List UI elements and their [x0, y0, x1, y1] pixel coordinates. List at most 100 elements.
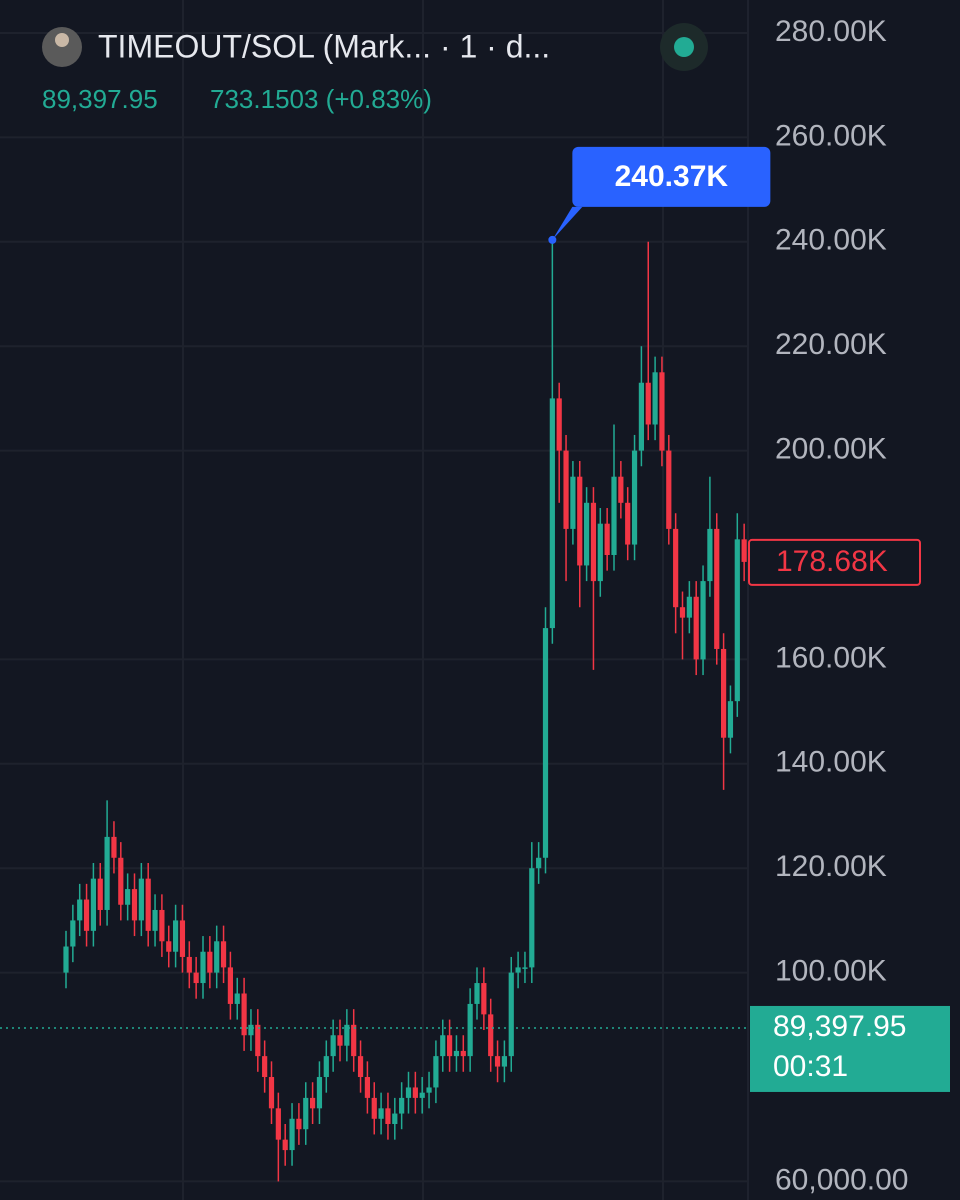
- candle-body: [714, 528, 720, 649]
- candle-body: [83, 899, 90, 931]
- candle-body: [405, 1087, 412, 1098]
- candle-body: [186, 956, 192, 973]
- y-tick-label: 200.00K: [775, 433, 887, 466]
- candle-body: [159, 909, 165, 942]
- candle-body: [727, 701, 734, 738]
- candle-body: [241, 993, 247, 1036]
- candle-body: [686, 596, 692, 618]
- candle-body: [152, 909, 158, 931]
- candle-body: [542, 628, 549, 858]
- candle-body: [282, 1139, 288, 1151]
- candle-body: [104, 836, 110, 910]
- candle-body: [666, 450, 672, 529]
- candle-body: [508, 972, 514, 1057]
- candle-body: [611, 476, 617, 556]
- y-tick-label: 60,000.00: [775, 1163, 908, 1196]
- high-marker-callout: [552, 206, 583, 240]
- candle-body: [467, 1003, 473, 1057]
- candle-body: [63, 946, 69, 973]
- candle-body: [97, 878, 103, 910]
- candle-body: [207, 951, 213, 973]
- candle-body: [214, 941, 220, 973]
- candle-body: [440, 1035, 446, 1057]
- candle-body: [227, 967, 233, 1004]
- candle-body: [501, 1056, 507, 1067]
- candle-body: [399, 1097, 405, 1114]
- candle-body: [296, 1118, 302, 1130]
- candle-body: [303, 1097, 309, 1130]
- candle-body: [357, 1056, 364, 1078]
- current-price-label: 89,397.95: [773, 1010, 906, 1043]
- candle-body: [515, 967, 521, 973]
- candle-body: [597, 523, 603, 582]
- candle-body: [652, 372, 658, 425]
- header-price: 89,397.95: [42, 84, 158, 114]
- candle-body: [385, 1108, 391, 1124]
- candle-body: [145, 878, 151, 931]
- avatar-face: [55, 33, 69, 47]
- candle-body: [673, 528, 679, 608]
- candle-body: [638, 382, 644, 451]
- candle-body: [138, 878, 144, 921]
- candle-body: [522, 967, 528, 969]
- candle-body: [590, 502, 597, 582]
- candle-body: [625, 502, 631, 545]
- candle-body: [693, 596, 699, 660]
- y-tick-label: 100.00K: [775, 955, 887, 988]
- candle-body: [344, 1024, 350, 1046]
- candle-body: [166, 941, 172, 952]
- candle-body: [529, 868, 535, 968]
- y-tick-label: 120.00K: [775, 850, 887, 883]
- candle-body: [111, 836, 117, 858]
- candle-body: [392, 1113, 398, 1124]
- candle-body: [323, 1056, 329, 1078]
- current-price-box: [750, 1005, 950, 1092]
- candle-body: [488, 1014, 494, 1057]
- header-change: 733.1503 (+0.83%): [210, 84, 432, 114]
- candle-body: [364, 1077, 370, 1098]
- candle-body: [248, 1024, 254, 1036]
- candle-body: [494, 1056, 501, 1067]
- candle-body: [563, 450, 569, 529]
- candle-body: [700, 581, 706, 660]
- candle-body: [70, 920, 76, 947]
- candle-body: [474, 983, 480, 1004]
- candle-body: [310, 1097, 316, 1109]
- y-tick-label: 220.00K: [775, 328, 887, 361]
- candle-body: [721, 648, 727, 738]
- candle-body: [200, 951, 206, 984]
- last-price-box: [748, 538, 921, 586]
- candle-body: [536, 857, 542, 869]
- candle-body: [131, 889, 138, 921]
- candle-body: [460, 1050, 466, 1057]
- candle-body: [90, 878, 96, 931]
- candle-body: [412, 1087, 418, 1098]
- candle-body: [179, 920, 186, 957]
- candle-body: [433, 1056, 439, 1088]
- candle-body: [549, 398, 555, 629]
- candle-body: [707, 528, 713, 582]
- status-dot: [674, 37, 694, 57]
- countdown-label: 00:31: [773, 1050, 848, 1083]
- candle-body: [453, 1050, 460, 1057]
- candle-body: [262, 1056, 268, 1078]
- candle-body: [631, 450, 638, 545]
- candle-body: [193, 972, 199, 984]
- candle-body: [371, 1097, 377, 1119]
- high-marker-box: [572, 146, 771, 207]
- candle-body: [118, 857, 124, 905]
- candle-body: [77, 899, 83, 921]
- y-tick-label: 140.00K: [775, 746, 887, 779]
- candle-body: [618, 476, 624, 503]
- candle-body: [234, 993, 240, 1004]
- candle-body: [220, 941, 227, 968]
- candle-body: [351, 1024, 357, 1057]
- last-price-label: 178.68K: [776, 545, 888, 578]
- candle-body: [378, 1108, 384, 1119]
- candle-body: [659, 372, 665, 451]
- symbol-title[interactable]: TIMEOUT/SOL (Mark... · 1 · d...: [98, 28, 550, 64]
- candle-body: [734, 539, 740, 702]
